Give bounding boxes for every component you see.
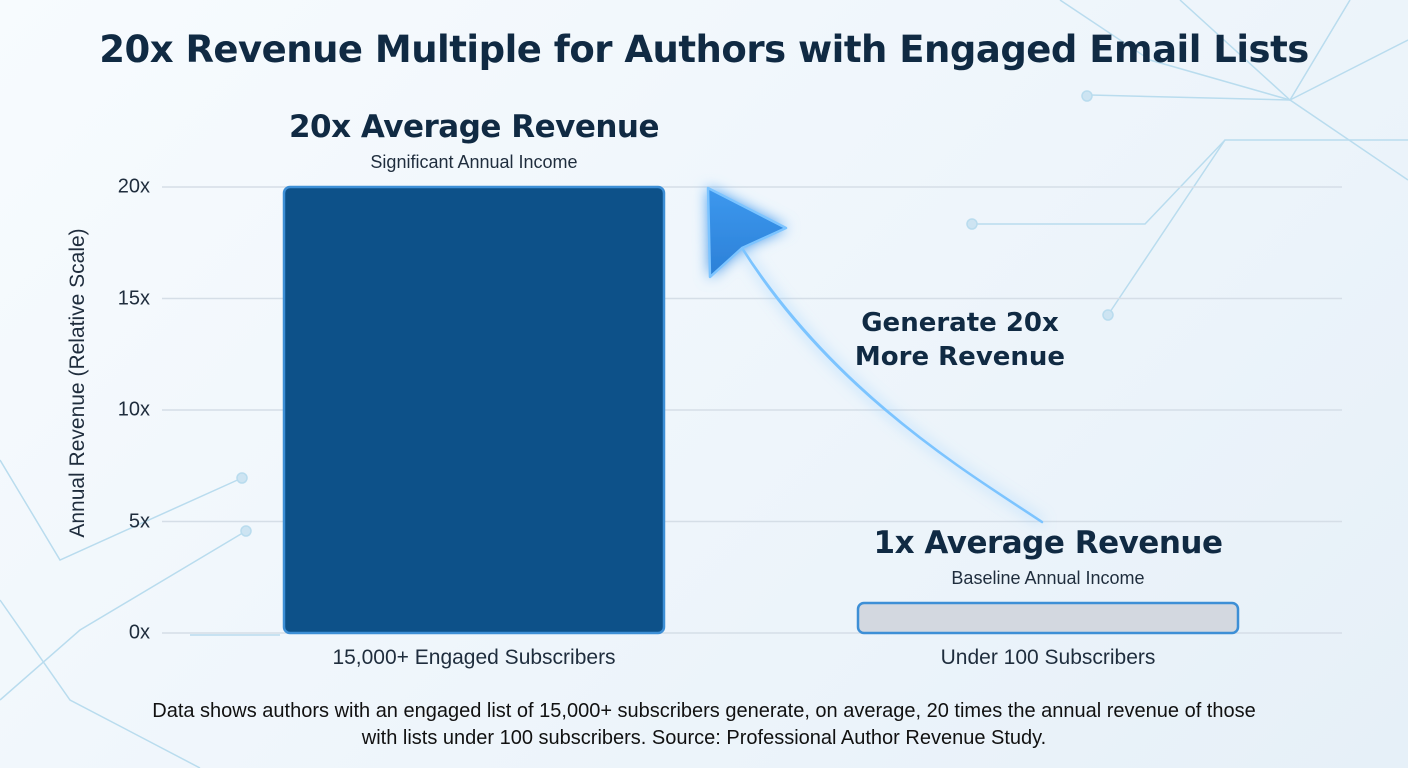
bar-1 <box>282 185 666 635</box>
footnote-line-1: Data shows authors with an engaged list … <box>152 700 1256 722</box>
chart-bars <box>282 185 1240 635</box>
x-category-label: 15,000+ Engaged Subscribers <box>332 646 616 669</box>
arrow-label-line-1: Generate 20x <box>861 308 1059 338</box>
arrow-label-line-2: More Revenue <box>854 342 1066 372</box>
x-category-label: Under 100 Subscribers <box>940 646 1156 669</box>
footnote: Data shows authors with an engaged list … <box>54 698 1354 752</box>
bar-annotation-subtitle-1: Significant Annual Income <box>370 152 578 172</box>
bar-annotation-title-1: 20x Average Revenue <box>288 109 660 145</box>
y-axis-label: Annual Revenue (Relative Scale) <box>66 228 89 538</box>
bar-2 <box>856 601 1240 635</box>
bar-annotation-subtitle-2: Baseline Annual Income <box>951 568 1145 588</box>
growth-arrow <box>706 186 1044 524</box>
y-tick-label: 5x <box>128 510 150 532</box>
y-tick-label: 20x <box>117 175 150 198</box>
footnote-line-2: with lists under 100 subscribers. Source… <box>361 727 1047 749</box>
chart-title: 20x Revenue Multiple for Authors with En… <box>99 28 1309 71</box>
y-tick-label: 15x <box>117 287 150 309</box>
arrow-label: Generate 20x More Revenue <box>830 306 1090 374</box>
bar-annotation-title-2: 1x Average Revenue <box>873 525 1223 561</box>
y-tick-label: 0x <box>128 621 150 644</box>
y-tick-label: 10x <box>117 398 150 421</box>
